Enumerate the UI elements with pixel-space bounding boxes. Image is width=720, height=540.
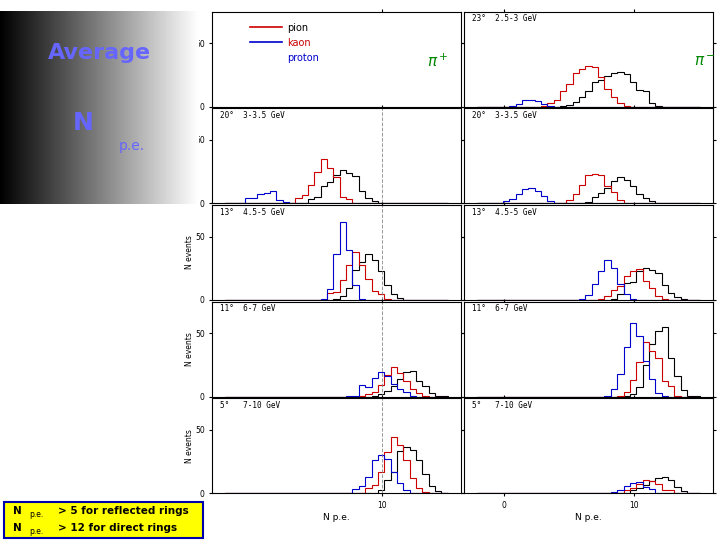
Text: $\pi^+$: $\pi^+$ [426,53,449,70]
Y-axis label: N events: N events [184,139,194,173]
Text: 5°   7-10 GeV: 5° 7-10 GeV [472,401,532,410]
Text: N: N [12,523,22,533]
Text: > 5 for reflected rings: > 5 for reflected rings [58,506,189,516]
Text: 20°  3-3.5 GeV: 20° 3-3.5 GeV [220,111,284,120]
Text: $\pi^-$: $\pi^-$ [694,54,716,69]
Y-axis label: N events: N events [184,429,194,463]
X-axis label: N p.e.: N p.e. [575,512,602,522]
Text: 11°  6-7 GeV: 11° 6-7 GeV [220,305,275,313]
Text: 5°   7-10 GeV: 5° 7-10 GeV [220,401,280,410]
Text: Average: Average [48,43,150,63]
Text: 13°  4.5-5 GeV: 13° 4.5-5 GeV [220,208,284,217]
FancyBboxPatch shape [4,502,202,538]
Text: pion: pion [287,23,308,33]
Text: 20°  3-3.5 GeV: 20° 3-3.5 GeV [472,111,536,120]
Y-axis label: N events: N events [184,235,194,269]
Text: N: N [73,111,94,135]
Text: p.e.: p.e. [30,510,43,518]
Y-axis label: N events: N events [184,42,194,76]
Text: 13°  4.5-5 GeV: 13° 4.5-5 GeV [472,208,536,217]
Y-axis label: N events: N events [184,332,194,366]
Text: proton: proton [287,53,319,63]
Text: 11°  6-7 GeV: 11° 6-7 GeV [472,305,527,313]
Text: p.e.: p.e. [30,526,43,536]
Text: kaon: kaon [287,38,310,48]
Text: 23°  2.5-3 GeV: 23° 2.5-3 GeV [472,15,536,23]
Text: p.e.: p.e. [119,139,145,153]
X-axis label: N p.e.: N p.e. [323,512,350,522]
Text: N: N [12,506,22,516]
Text: > 12 for direct rings: > 12 for direct rings [58,523,178,533]
